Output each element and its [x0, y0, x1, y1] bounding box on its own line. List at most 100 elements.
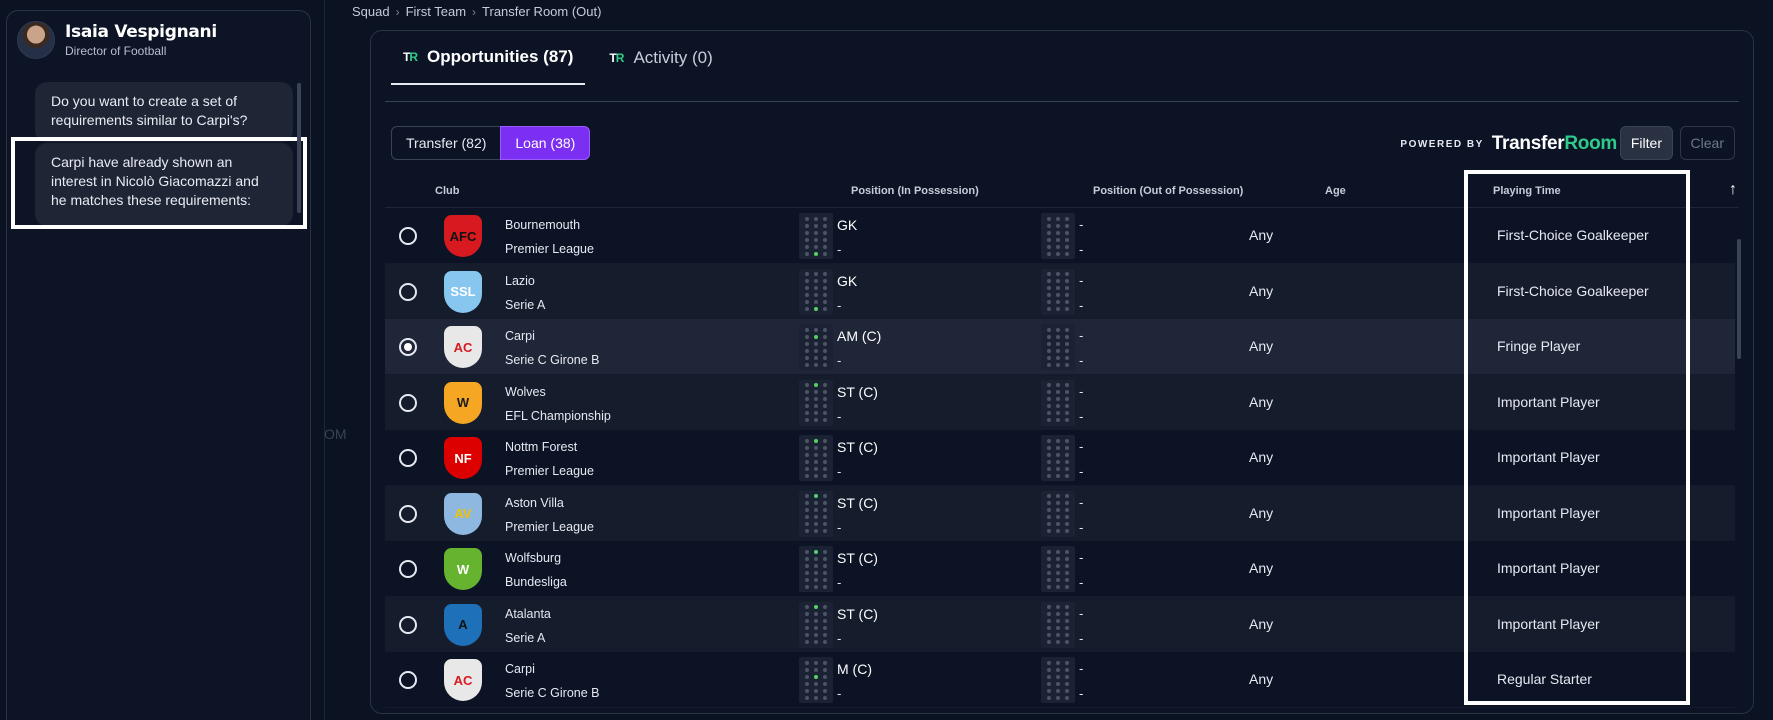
pitch-dot: [804, 286, 809, 290]
position-pitch-icon: [799, 324, 833, 370]
pitch-dot: [1046, 529, 1051, 533]
pitch-dot: [1055, 626, 1060, 630]
pitch-dot: [1055, 473, 1060, 478]
row-radio[interactable]: [399, 671, 417, 689]
row-radio[interactable]: [399, 504, 417, 523]
tab-opportunities[interactable]: TR Opportunities (87): [391, 31, 586, 85]
pitch-dot: [804, 570, 809, 575]
table-row[interactable]: AC Carpi Serie C Girone B M (C) - - - Any Regula…: [385, 652, 1735, 708]
pitch-dot: [823, 549, 828, 554]
col-age[interactable]: Age: [1325, 185, 1346, 197]
row-radio[interactable]: [399, 393, 417, 412]
pitch-dot: [804, 230, 809, 235]
tab-activity[interactable]: TR Activity (0): [597, 31, 724, 85]
pitch-dot: [1055, 459, 1060, 464]
opportunities-table: AFC Bournemouth Premier League GK - - - Any Firs…: [385, 208, 1735, 708]
playing-time-value: Important Player: [1497, 615, 1600, 632]
panel-divider: [324, 0, 325, 720]
transferroom-logo-icon: TR: [403, 50, 418, 64]
pitch-dot: [813, 404, 818, 408]
pitch-dot: [1055, 674, 1060, 679]
table-row[interactable]: A Atalanta Serie A ST (C) - - - Any Important Pl…: [385, 596, 1735, 652]
pitch-dot: [1065, 556, 1070, 561]
col-position-out[interactable]: Position (Out of Possession): [1093, 185, 1244, 197]
pitch-dot: [823, 348, 828, 353]
pitch-dot: [1065, 390, 1070, 394]
pitch-dot: [823, 556, 828, 561]
brand-part-b: Room: [1564, 133, 1617, 154]
pitch-dot: [1055, 633, 1060, 637]
pitch-dot: [804, 529, 809, 533]
chat-scrollbar[interactable]: [297, 83, 301, 213]
pitch-dot: [1055, 640, 1060, 644]
col-club[interactable]: Club: [435, 185, 460, 197]
pitch-dot: [1046, 667, 1051, 672]
col-position-in[interactable]: Position (In Possession): [851, 185, 979, 197]
table-row[interactable]: W Wolfsburg Bundesliga ST (C) - - - Any Importan…: [385, 541, 1735, 597]
row-radio[interactable]: [399, 338, 417, 356]
pitch-dot: [1065, 549, 1070, 554]
pitch-dot: [804, 674, 809, 679]
transfer-toggle-button[interactable]: Transfer (82): [391, 126, 501, 160]
pitch-dot: [1046, 327, 1051, 332]
table-row[interactable]: W Wolves EFL Championship ST (C) - - - Any Impor…: [385, 374, 1735, 430]
table-row[interactable]: AC Carpi Serie C Girone B AM (C) - - - Any Fring…: [385, 319, 1735, 375]
breadcrumb-squad[interactable]: Squad: [352, 4, 390, 19]
pitch-dot: [823, 681, 828, 686]
position-pitch-icon: [1041, 435, 1075, 481]
tab-label: Activity (0): [633, 48, 713, 67]
pitch-dot: [813, 695, 818, 700]
age-value: Any: [1249, 615, 1274, 632]
position-out-of-possession-secondary: -: [1079, 242, 1084, 257]
pitch-dot: [813, 549, 818, 554]
position-pitch-icon: [799, 435, 833, 481]
logo-t: T: [609, 51, 616, 65]
club-league: EFL Championship: [505, 408, 611, 423]
position-in-possession-secondary: -: [837, 519, 842, 535]
arrow-up-icon[interactable]: ↑: [1729, 181, 1737, 198]
pitch-dot: [1055, 549, 1060, 554]
pitch-dot: [804, 660, 809, 665]
table-row[interactable]: SSL Lazio Serie A GK - - - Any First-Choice Goal…: [385, 263, 1735, 319]
position-in-possession-secondary: -: [837, 630, 842, 646]
col-playing-time[interactable]: Playing Time: [1493, 185, 1561, 197]
pitch-dot: [1055, 695, 1060, 700]
row-radio[interactable]: [399, 282, 417, 301]
background-text: OM: [324, 426, 347, 442]
pitch-dot: [1046, 563, 1051, 568]
club-crest-icon: SSL: [441, 270, 485, 314]
position-out-of-possession: -: [1079, 217, 1084, 232]
table-row[interactable]: AV Aston Villa Premier League ST (C) - - - Any I…: [385, 485, 1735, 541]
club-name: Carpi: [505, 329, 535, 343]
row-radio[interactable]: [399, 449, 417, 467]
position-out-of-possession: -: [1079, 661, 1084, 676]
playing-time-value: Important Player: [1497, 504, 1600, 521]
pitch-dot: [1046, 230, 1051, 235]
loan-toggle-button[interactable]: Loan (38): [500, 126, 591, 160]
playing-time-value: Important Player: [1497, 393, 1600, 410]
table-scrollbar[interactable]: [1737, 239, 1741, 359]
table-row[interactable]: NF Nottm Forest Premier League ST (C) - - - Any…: [385, 430, 1735, 486]
pitch-dot: [823, 237, 828, 242]
pitch-dot: [804, 452, 809, 457]
chevron-right-icon: ›: [395, 4, 400, 19]
clear-button[interactable]: Clear: [1679, 126, 1735, 160]
pitch-dot: [823, 418, 828, 422]
table-row[interactable]: AFC Bournemouth Premier League GK - - - Any Firs…: [385, 208, 1735, 264]
pitch-dot: [1065, 522, 1070, 526]
pitch-dot: [1046, 397, 1051, 401]
row-radio[interactable]: [399, 227, 417, 245]
powered-by-label: POWERED BY: [1400, 138, 1484, 150]
breadcrumb-first-team[interactable]: First Team: [405, 4, 467, 19]
filter-button[interactable]: Filter: [1619, 126, 1673, 160]
row-radio[interactable]: [399, 560, 417, 578]
age-value: Any: [1249, 338, 1274, 354]
pitch-dot: [804, 501, 809, 505]
pitch-dot: [813, 570, 818, 575]
pitch-dot: [1055, 577, 1060, 582]
pitch-dot: [823, 307, 828, 311]
row-radio[interactable]: [399, 615, 417, 634]
pitch-dot: [1055, 341, 1060, 346]
pitch-dot: [1065, 633, 1070, 637]
pitch-dot: [813, 577, 818, 582]
